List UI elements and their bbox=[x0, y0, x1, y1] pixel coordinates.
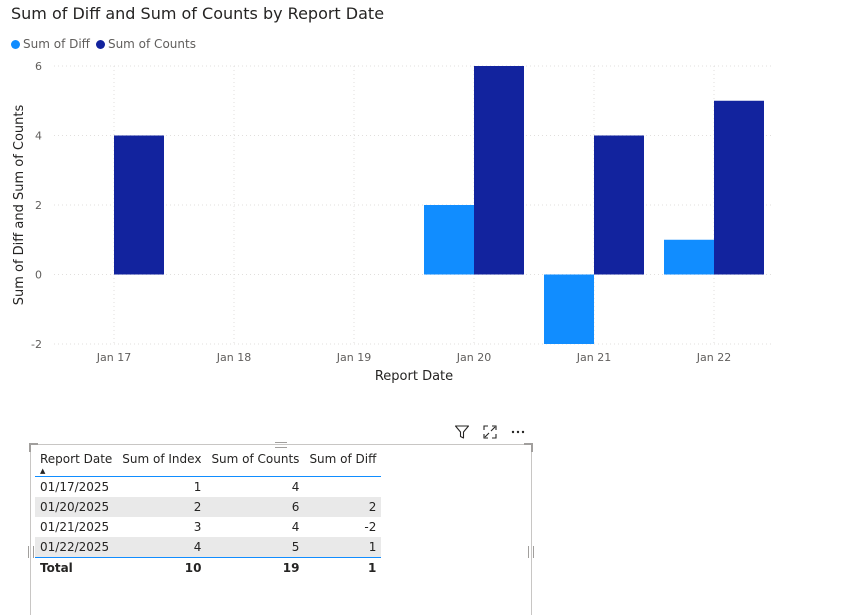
x-tick-label: Jan 21 bbox=[576, 351, 611, 364]
y-tick-label: -2 bbox=[31, 338, 42, 351]
bar-sum-of-diff[interactable] bbox=[664, 239, 714, 275]
clustered-column-chart: 6 4 2 0 -2 Jan 17 Jan 18 Jan 19 Jan 20 Jan 21 Jan … bbox=[12, 60, 774, 384]
resize-corner-top-right[interactable] bbox=[524, 443, 533, 452]
x-tick-label: Jan 20 bbox=[456, 351, 491, 364]
x-tick-label: Jan 17 bbox=[96, 351, 131, 364]
y-tick-label: 2 bbox=[35, 199, 42, 212]
bar-sum-of-diff[interactable] bbox=[424, 205, 474, 275]
cell-sum-of-index: 4 bbox=[117, 537, 207, 558]
resize-handle-right[interactable] bbox=[528, 546, 534, 558]
total-sum-of-diff: 1 bbox=[304, 557, 382, 578]
resize-handle-top[interactable] bbox=[275, 442, 287, 448]
legend-marker-sum-of-counts bbox=[95, 39, 105, 49]
table-row[interactable]: 01/22/2025 4 5 1 bbox=[35, 537, 382, 558]
resize-corner-top-left[interactable] bbox=[29, 443, 38, 452]
legend-label-sum-of-diff: Sum of Diff bbox=[23, 37, 90, 51]
total-label: Total bbox=[35, 557, 118, 578]
focus-mode-icon[interactable] bbox=[482, 424, 498, 440]
column-header-sum-of-index[interactable]: Sum of Index bbox=[117, 449, 207, 477]
total-sum-of-index: 10 bbox=[117, 557, 207, 578]
cell-report-date: 01/17/2025 bbox=[40, 480, 110, 494]
sort-ascending-icon: ▲ bbox=[40, 467, 46, 475]
cell-sum-of-counts: 5 bbox=[206, 537, 305, 558]
bar-sum-of-counts[interactable] bbox=[594, 135, 644, 275]
column-header-sum-of-counts[interactable]: Sum of Counts bbox=[206, 449, 305, 477]
cell-sum-of-index: 1 bbox=[193, 480, 202, 494]
total-sum-of-counts: 19 bbox=[206, 557, 305, 578]
resize-handle-left[interactable] bbox=[28, 546, 34, 558]
x-tick-label: Jan 19 bbox=[336, 351, 371, 364]
table-row[interactable]: 01/20/2025 2 6 2 bbox=[35, 497, 382, 517]
filter-icon[interactable] bbox=[454, 424, 470, 440]
column-header-sum-of-diff[interactable]: Sum of Diff bbox=[304, 449, 382, 477]
x-axis-title: Report Date bbox=[375, 369, 453, 384]
legend-marker-sum-of-diff bbox=[11, 39, 20, 49]
cell-sum-of-diff: 1 bbox=[304, 537, 382, 558]
cell-sum-of-counts: 4 bbox=[291, 520, 300, 534]
cell-sum-of-counts: 6 bbox=[206, 497, 305, 517]
y-tick-label: 0 bbox=[35, 269, 42, 282]
data-table: Report Date ▲ Sum of Index Sum of Counts… bbox=[35, 449, 382, 578]
legend-label-sum-of-counts: Sum of Counts bbox=[107, 37, 196, 51]
chart-title: Sum of Diff and Sum of Counts by Report … bbox=[11, 4, 385, 23]
y-axis-title: Sum of Diff and Sum of Counts bbox=[12, 104, 27, 305]
table-total-row: Total 10 19 1 bbox=[35, 557, 382, 578]
cell-sum-of-diff: 2 bbox=[304, 497, 382, 517]
legend-item-sum-of-diff[interactable]: Sum of Diff bbox=[11, 37, 90, 51]
more-options-icon[interactable] bbox=[510, 424, 526, 440]
bar-sum-of-diff[interactable] bbox=[544, 274, 594, 345]
x-tick-label: Jan 22 bbox=[696, 351, 731, 364]
legend-item-sum-of-counts[interactable]: Sum of Counts bbox=[95, 37, 196, 51]
bar-sum-of-counts[interactable] bbox=[474, 66, 524, 275]
cell-report-date: 01/22/2025 bbox=[35, 537, 118, 558]
bar-sum-of-counts[interactable] bbox=[114, 135, 164, 275]
table-header-row: Report Date ▲ Sum of Index Sum of Counts… bbox=[35, 449, 382, 477]
cell-sum-of-index: 3 bbox=[193, 520, 202, 534]
table-row[interactable]: 01/17/2025 1 4 bbox=[35, 477, 381, 498]
cell-report-date: 01/21/2025 bbox=[40, 520, 110, 534]
column-header-report-date[interactable]: Report Date ▲ bbox=[35, 449, 118, 477]
y-tick-label: 4 bbox=[35, 130, 42, 143]
column-header-label: Report Date bbox=[40, 452, 113, 466]
cell-sum-of-index: 2 bbox=[117, 497, 207, 517]
chart-legend: Sum of Diff Sum of Counts bbox=[11, 36, 202, 52]
cell-sum-of-diff bbox=[304, 477, 381, 498]
x-tick-label: Jan 18 bbox=[216, 351, 251, 364]
cell-sum-of-diff: -2 bbox=[364, 520, 377, 534]
table-row[interactable]: 01/21/2025 3 4 -2 bbox=[35, 517, 381, 537]
y-tick-label: 6 bbox=[35, 60, 42, 73]
cell-sum-of-counts: 4 bbox=[291, 480, 300, 494]
cell-report-date: 01/20/2025 bbox=[35, 497, 118, 517]
table-visual-frame[interactable] bbox=[28, 442, 534, 615]
bar-sum-of-counts[interactable] bbox=[714, 100, 764, 275]
visual-header bbox=[454, 424, 538, 440]
